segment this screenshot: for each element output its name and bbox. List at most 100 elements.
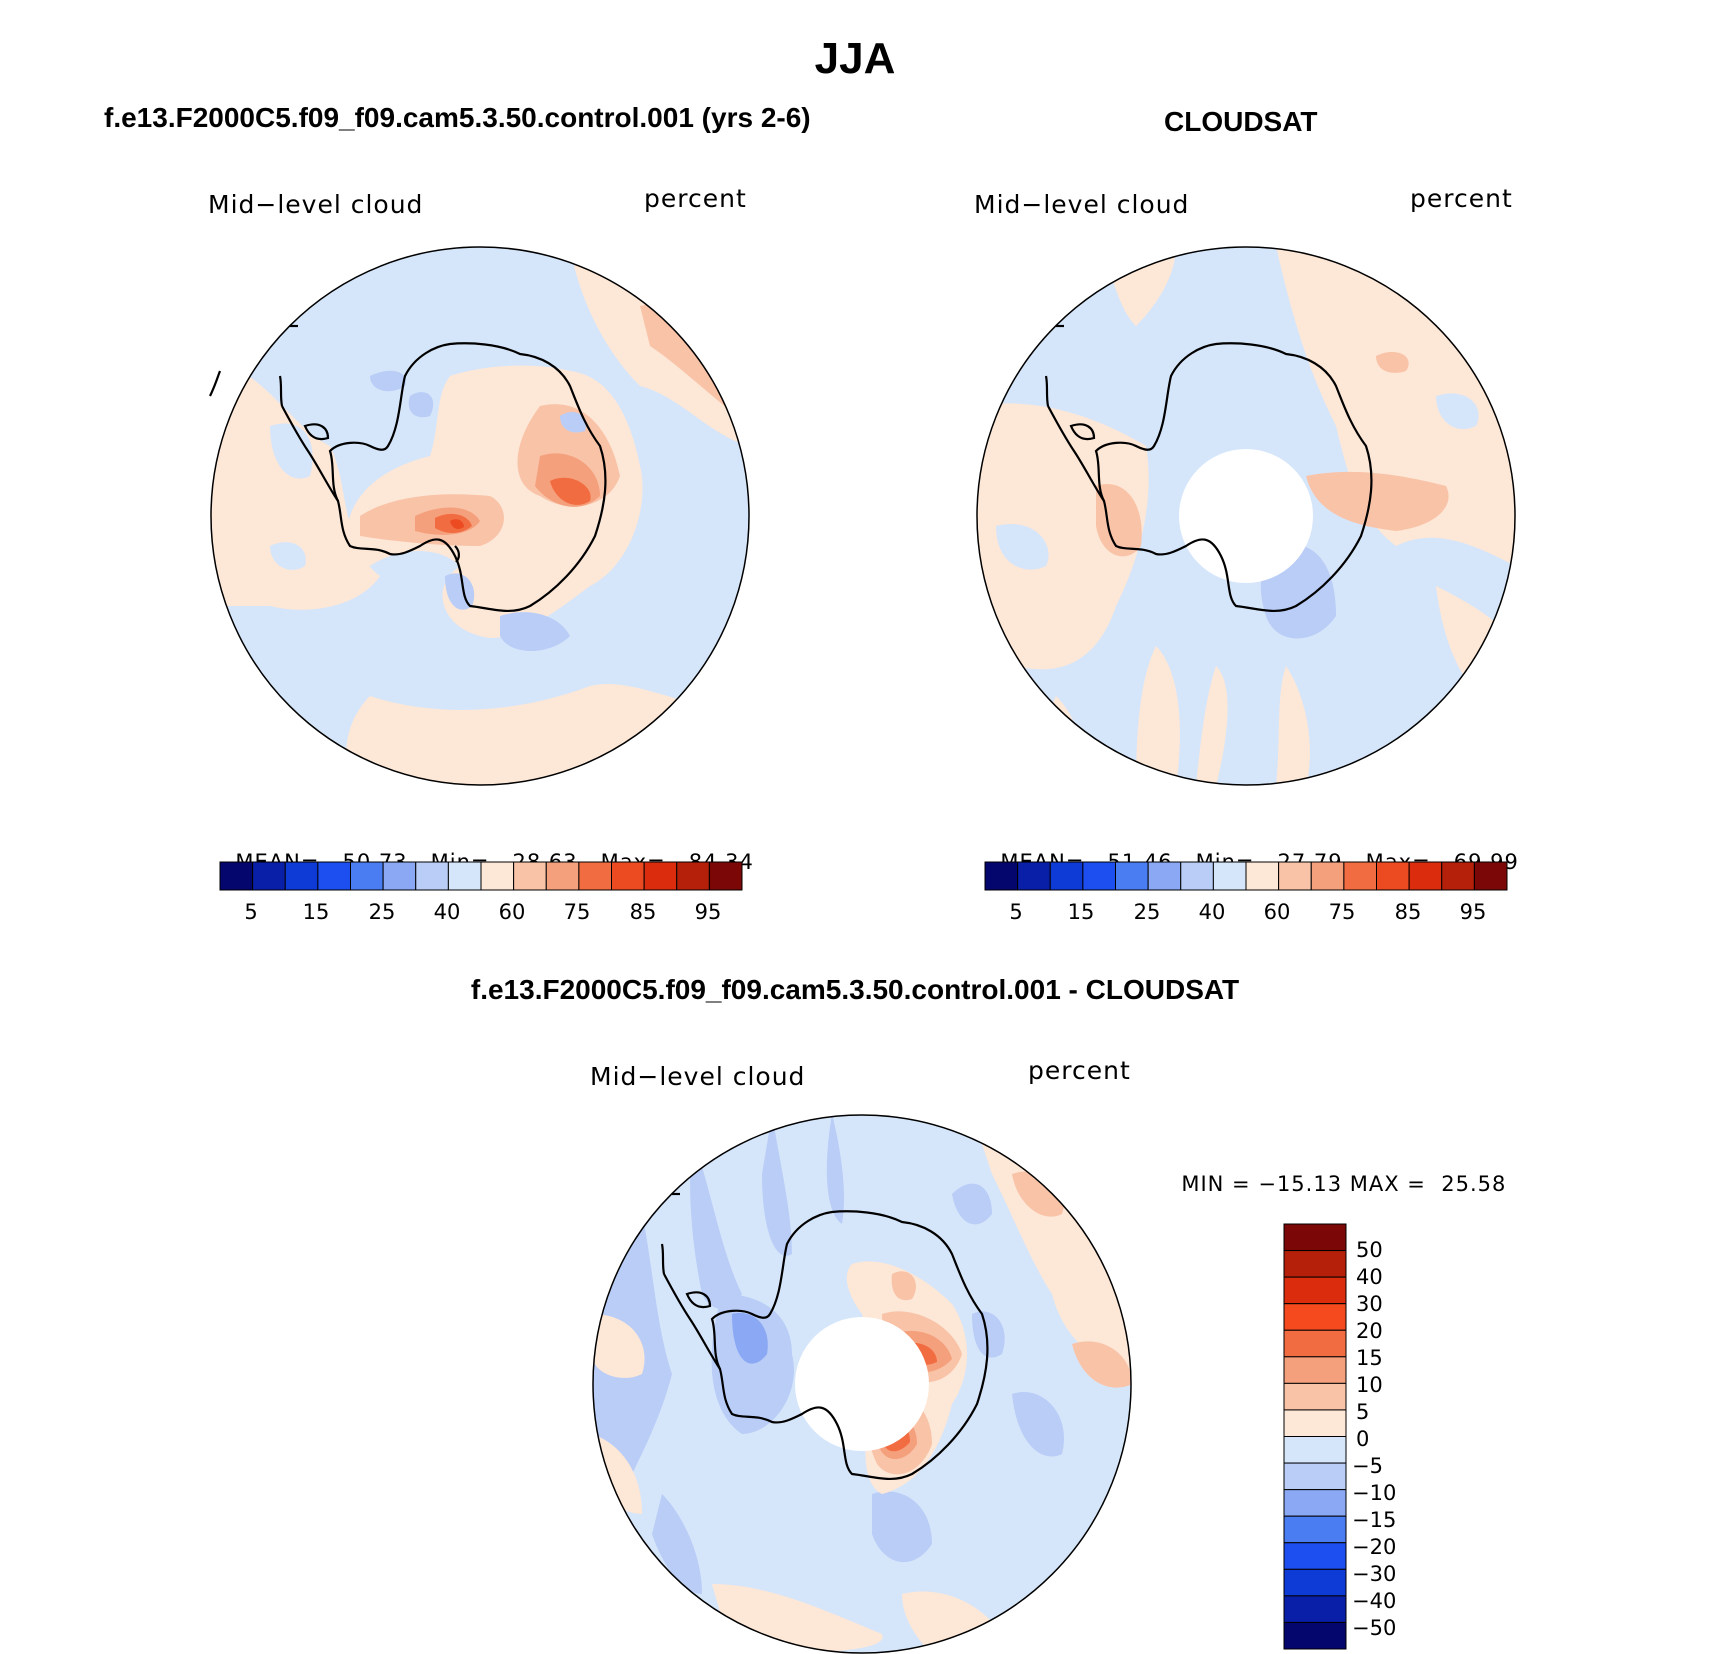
colorbar-swatch — [1408, 861, 1443, 891]
colorbar-swatch — [1283, 1436, 1347, 1464]
colorbar-swatch — [447, 861, 482, 891]
colorbar-tick: 40 — [1198, 900, 1226, 924]
colorbar-tick: −15 — [1352, 1508, 1397, 1532]
colorbar-tick: 95 — [1459, 900, 1487, 924]
colorbar-tick: 40 — [1356, 1265, 1383, 1289]
colorbar-swatch — [219, 861, 254, 891]
colorbar-swatch — [284, 861, 319, 891]
obs-colorbar-ticks: 5 15 25 40 60 75 85 95 — [985, 900, 1507, 930]
model-coastline — [209, 324, 607, 612]
colorbar-swatch — [480, 861, 515, 891]
colorbar-swatch — [382, 861, 417, 891]
obs-polar-map — [976, 246, 1516, 786]
colorbar-swatch — [1283, 1223, 1347, 1252]
colorbar-tick: 15 — [1356, 1346, 1383, 1370]
colorbar-swatch — [1283, 1462, 1347, 1491]
colorbar-tick: 60 — [498, 900, 526, 924]
diff-stats: MIN = −15.13 MAX = 25.58 — [1166, 1148, 1506, 1196]
colorbar-swatch — [1180, 861, 1214, 891]
model-panel-header: f.e13.F2000C5.f09_f09.cam5.3.50.control.… — [104, 102, 811, 133]
obs-colorbar — [984, 861, 1508, 891]
colorbar-tick: −10 — [1352, 1481, 1397, 1505]
colorbar-swatch — [643, 861, 678, 891]
page-title: JJA — [814, 34, 896, 83]
colorbar-tick: 20 — [1356, 1319, 1383, 1343]
colorbar-swatch — [1310, 861, 1345, 891]
colorbar-swatch — [578, 861, 612, 891]
diff-max-label: MAX = — [1349, 1172, 1426, 1196]
colorbar-swatch — [1245, 861, 1280, 891]
colorbar-swatch — [1283, 1276, 1347, 1305]
model-colorbar — [219, 861, 743, 891]
obs-units-label: percent — [1410, 184, 1513, 213]
colorbar-tick: 5 — [1009, 900, 1023, 924]
colorbar-swatch — [1283, 1356, 1347, 1384]
colorbar-swatch — [513, 861, 547, 891]
colorbar-swatch — [1376, 861, 1410, 891]
colorbar-tick: 15 — [302, 900, 330, 924]
diff-coastline — [660, 1192, 989, 1480]
diff-field-label: Mid−level cloud — [590, 1062, 806, 1091]
colorbar-swatch — [1283, 1303, 1347, 1331]
colorbar-tick: 5 — [244, 900, 258, 924]
colorbar-tick: 75 — [563, 900, 591, 924]
diff-max-value: 25.58 — [1441, 1172, 1507, 1196]
colorbar-tick: 30 — [1356, 1292, 1383, 1316]
colorbar-tick: 5 — [1356, 1400, 1370, 1424]
colorbar-tick: 95 — [694, 900, 722, 924]
obs-panel-header: CLOUDSAT — [1164, 106, 1318, 137]
colorbar-swatch — [1283, 1409, 1347, 1437]
colorbar-swatch — [1017, 861, 1051, 891]
colorbar-swatch — [252, 861, 286, 891]
colorbar-swatch — [1283, 1382, 1347, 1411]
obs-field-label: Mid−level cloud — [974, 190, 1190, 219]
colorbar-swatch — [317, 861, 351, 891]
colorbar-tick: 85 — [629, 900, 657, 924]
colorbar-swatch — [984, 861, 1019, 891]
colorbar-swatch — [611, 861, 645, 891]
diff-units-label: percent — [1028, 1056, 1131, 1085]
colorbar-swatch — [1283, 1250, 1347, 1278]
colorbar-swatch — [1283, 1542, 1347, 1570]
colorbar-swatch — [1283, 1515, 1347, 1544]
colorbar-swatch — [1049, 861, 1084, 891]
colorbar-swatch — [1283, 1568, 1347, 1597]
colorbar-swatch — [1283, 1329, 1347, 1358]
colorbar-swatch — [1115, 861, 1149, 891]
diff-min-value: −15.13 — [1258, 1172, 1343, 1196]
colorbar-swatch — [676, 861, 710, 891]
diff-colorbar-ticks: 50 40 30 20 15 10 5 0 −5 −10 −15 −20 −30… — [1352, 1224, 1456, 1649]
colorbar-tick: 0 — [1356, 1427, 1370, 1451]
model-colorbar-ticks: 5 15 25 40 60 75 85 95 — [220, 900, 742, 930]
obs-coastline — [1044, 324, 1373, 612]
diff-colorbar — [1283, 1223, 1347, 1650]
colorbar-swatch — [415, 861, 449, 891]
colorbar-swatch — [1283, 1621, 1347, 1650]
colorbar-tick: −5 — [1352, 1454, 1383, 1478]
colorbar-swatch — [1147, 861, 1182, 891]
colorbar-tick: 25 — [368, 900, 396, 924]
colorbar-tick: −40 — [1352, 1589, 1397, 1613]
colorbar-swatch — [1283, 1489, 1347, 1517]
model-units-label: percent — [644, 184, 747, 213]
colorbar-swatch — [545, 861, 580, 891]
diff-min-label: MIN = — [1181, 1172, 1251, 1196]
colorbar-tick: 75 — [1328, 900, 1356, 924]
colorbar-swatch — [1343, 861, 1377, 891]
model-polar-map — [209, 246, 750, 786]
colorbar-tick: −30 — [1352, 1562, 1397, 1586]
diff-panel-header: f.e13.F2000C5.f09_f09.cam5.3.50.control.… — [470, 974, 1240, 1005]
colorbar-swatch — [1441, 861, 1475, 891]
colorbar-tick: 25 — [1133, 900, 1161, 924]
colorbar-swatch — [1278, 861, 1312, 891]
colorbar-swatch — [350, 861, 384, 891]
colorbar-tick: 50 — [1356, 1238, 1383, 1262]
colorbar-tick: 10 — [1356, 1373, 1383, 1397]
colorbar-tick: 15 — [1067, 900, 1095, 924]
colorbar-tick: −50 — [1352, 1616, 1397, 1640]
colorbar-tick: 60 — [1263, 900, 1291, 924]
colorbar-swatch — [708, 861, 743, 891]
model-field-label: Mid−level cloud — [208, 190, 424, 219]
colorbar-swatch — [1473, 861, 1508, 891]
colorbar-swatch — [1283, 1595, 1347, 1623]
